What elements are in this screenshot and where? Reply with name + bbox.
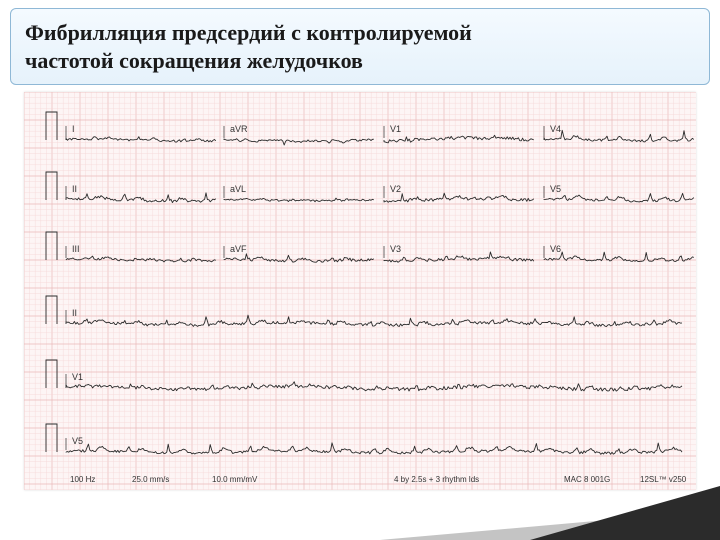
svg-text:aVL: aVL [230, 184, 246, 194]
svg-text:100 Hz: 100 Hz [70, 475, 95, 484]
svg-text:4 by 2.5s + 3 rhythm lds: 4 by 2.5s + 3 rhythm lds [394, 475, 479, 484]
svg-text:V4: V4 [550, 124, 561, 134]
svg-text:V3: V3 [390, 244, 401, 254]
svg-text:25.0 mm/s: 25.0 mm/s [132, 475, 169, 484]
svg-text:I: I [72, 124, 75, 134]
svg-text:III: III [72, 244, 80, 254]
title-line-2: частотой сокращения желудочков [25, 47, 695, 75]
svg-text:MAC 8 001G: MAC 8 001G [564, 475, 610, 484]
decorative-triangle [530, 486, 720, 540]
svg-text:V1: V1 [390, 124, 401, 134]
svg-text:II: II [72, 308, 77, 318]
title-line-1: Фибрилляция предсердий с контролируемой [25, 19, 695, 47]
svg-text:12SL™ v250: 12SL™ v250 [640, 475, 687, 484]
svg-text:V6: V6 [550, 244, 561, 254]
svg-text:II: II [72, 184, 77, 194]
slide-title-box: Фибрилляция предсердий с контролируемой … [10, 8, 710, 85]
ecg-svg: IaVR V1 V4 II aVL V2 V5 III aVF V3 V6 II V1 V5 100 Hz 2… [24, 92, 696, 490]
ecg-container: IaVR V1 V4 II aVL V2 V5 III aVF V3 V6 II V1 V5 100 Hz 2… [24, 92, 696, 490]
svg-text:V2: V2 [390, 184, 401, 194]
svg-text:V5: V5 [72, 436, 83, 446]
svg-text:aVR: aVR [230, 124, 248, 134]
svg-text:V1: V1 [72, 372, 83, 382]
svg-text:10.0 mm/mV: 10.0 mm/mV [212, 475, 258, 484]
svg-text:aVF: aVF [230, 244, 247, 254]
svg-text:V5: V5 [550, 184, 561, 194]
